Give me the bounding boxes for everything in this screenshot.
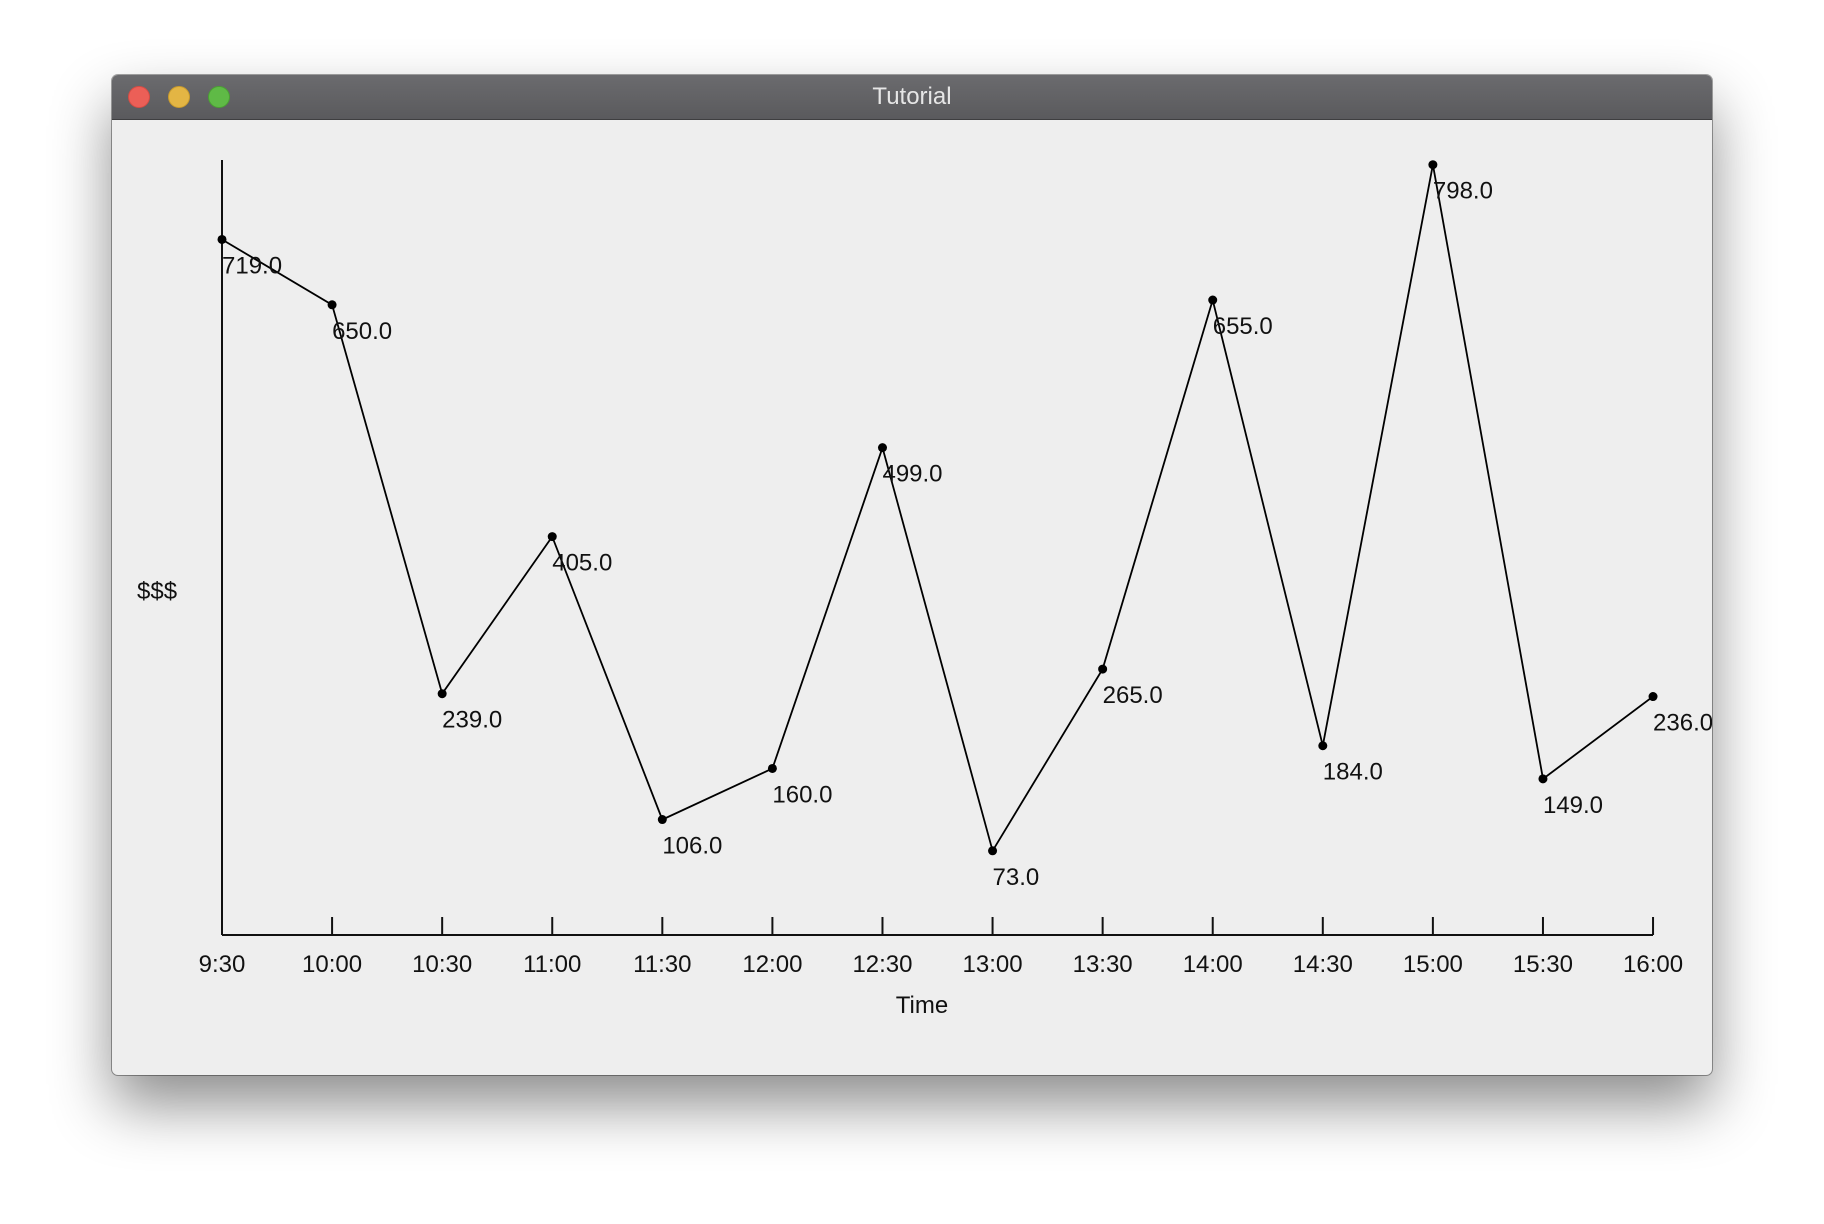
x-ticks: 9:30 10:00 10:30 11:00 11:30 12:00 12:30 13:00 1… — [199, 917, 1683, 978]
x-tick-label: 15:30 — [1513, 951, 1573, 978]
x-tick-label: 9:30 — [199, 951, 246, 978]
data-point — [767, 763, 777, 773]
data-label: 798.0 — [1433, 178, 1493, 205]
x-tick-label: 11:30 — [633, 951, 691, 978]
data-point — [1428, 160, 1438, 170]
data-point — [657, 815, 667, 825]
data-label: 73.0 — [993, 864, 1040, 891]
data-label: 184.0 — [1323, 759, 1383, 786]
data-label: 719.0 — [222, 252, 282, 279]
close-button[interactable] — [128, 86, 150, 108]
y-axis-label: $$$ — [137, 578, 177, 605]
data-label: 160.0 — [772, 781, 832, 808]
x-axis-label: Time — [896, 992, 948, 1019]
x-tick-label: 13:00 — [963, 951, 1023, 978]
data-point — [437, 689, 447, 699]
series-group: 719.0 650.0 239.0 405.0 106.0 160.0 499.0 73.0 2… — [217, 160, 1712, 891]
data-label: 655.0 — [1213, 313, 1273, 340]
data-point — [1098, 664, 1108, 674]
data-label: 106.0 — [662, 833, 722, 860]
data-label: 405.0 — [552, 550, 612, 577]
x-tick-label: 15:00 — [1403, 951, 1463, 978]
chart-area: $$$ Time 9:30 10:00 10:30 11:00 11:30 12:00 12… — [112, 120, 1712, 1075]
x-tick-label: 14:00 — [1183, 951, 1243, 978]
x-tick-label: 10:30 — [412, 951, 472, 978]
x-tick-label: 12:00 — [742, 951, 802, 978]
series-line — [221, 164, 1654, 854]
minimize-button[interactable] — [168, 86, 190, 108]
data-point — [217, 234, 227, 244]
data-label: 265.0 — [1103, 682, 1163, 709]
data-label: 650.0 — [332, 318, 392, 345]
x-tick-label: 14:30 — [1293, 951, 1353, 978]
data-label: 499.0 — [882, 461, 942, 488]
data-point — [547, 532, 557, 542]
x-tick-label: 16:00 — [1623, 951, 1683, 978]
data-point — [1648, 692, 1658, 702]
app-window: Tutorial $$$ Time 9:30 10:00 10:30 11:00 11:… — [112, 75, 1712, 1075]
x-tick-label: 11:00 — [523, 951, 581, 978]
data-point — [1318, 741, 1328, 751]
data-point — [1538, 774, 1548, 784]
data-point — [327, 300, 337, 310]
data-label: 236.0 — [1653, 710, 1712, 737]
x-tick-label: 13:30 — [1073, 951, 1133, 978]
data-label: 239.0 — [442, 707, 502, 734]
x-tick-label: 12:30 — [852, 951, 912, 978]
title-bar[interactable]: Tutorial — [112, 75, 1712, 120]
line-chart: $$$ Time 9:30 10:00 10:30 11:00 11:30 12:00 12… — [137, 160, 1712, 1019]
data-point — [988, 846, 998, 856]
data-point — [877, 443, 887, 453]
maximize-button[interactable] — [208, 86, 230, 108]
x-tick-label: 10:00 — [302, 951, 362, 978]
data-point — [1208, 295, 1218, 305]
data-label: 149.0 — [1543, 792, 1603, 819]
window-title: Tutorial — [872, 83, 952, 110]
